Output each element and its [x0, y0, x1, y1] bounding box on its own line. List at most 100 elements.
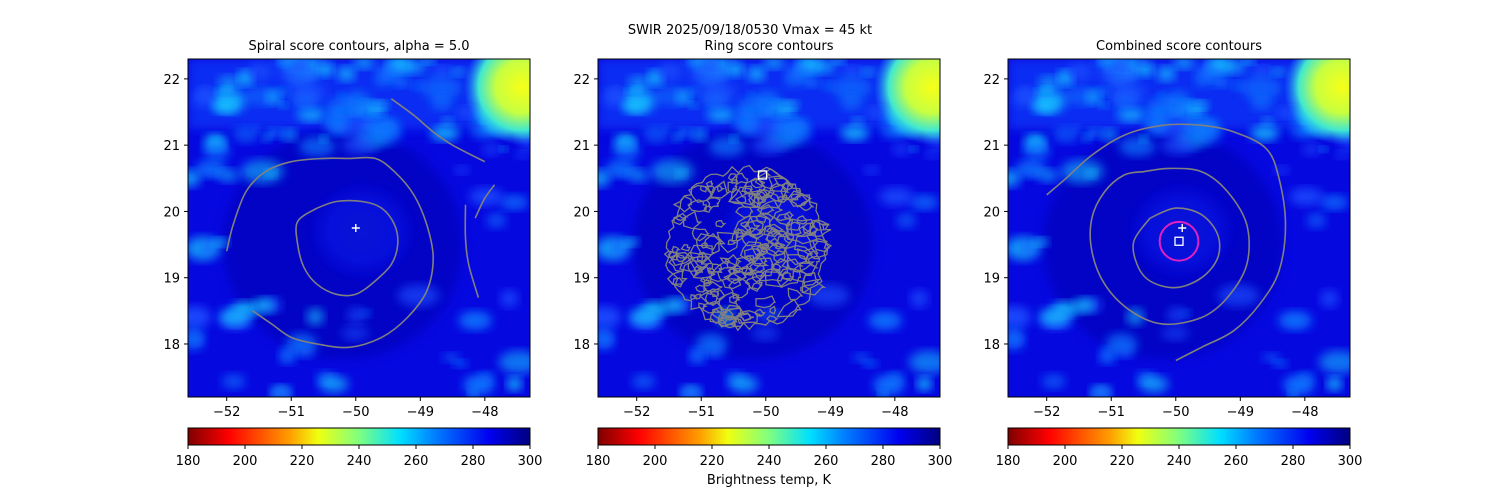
bt-field-eye	[307, 181, 418, 282]
panel-1-title: Spiral score contours, alpha = 5.0	[248, 39, 470, 54]
ring-contour-blob	[751, 271, 767, 283]
contour-line-1	[225, 156, 435, 349]
bt-speckle	[1093, 388, 1110, 397]
colorbar-gradient	[597, 427, 941, 446]
x-tick-label: −50	[752, 405, 779, 420]
bt-speckle	[701, 59, 718, 70]
ring-contour-blob	[764, 271, 792, 288]
ring-contour-blob	[694, 284, 708, 293]
bt-speckle	[318, 375, 349, 393]
bt-speckle	[203, 140, 230, 161]
bt-speckle	[452, 359, 468, 368]
panel-3: −52 −51 −50 −49 −48 18 19 20 21 22	[983, 58, 1351, 420]
bt-speckle	[451, 67, 466, 77]
colorbar-3: 180 200 220 240 260 280 300	[996, 427, 1362, 469]
bt-speckle	[277, 59, 293, 67]
ring-contour-blob	[699, 288, 726, 307]
ring-contour-blob	[759, 204, 775, 215]
bt-field-warm-corner	[464, 59, 530, 145]
ring-contour-blob	[809, 238, 829, 259]
bt-speckle	[214, 88, 223, 97]
ring-contour-blob	[808, 256, 821, 268]
y-tick-label: 20	[573, 205, 590, 220]
bt-speckle	[1161, 136, 1196, 155]
ring-contour-blob	[727, 173, 738, 181]
bt-speckle	[1250, 94, 1273, 111]
ring-contour-blob	[716, 231, 739, 254]
bt-speckle	[1157, 91, 1165, 99]
bt-speckle	[1139, 135, 1148, 143]
bt-speckle	[751, 326, 780, 341]
bt-speckle	[747, 66, 766, 82]
bt-speckle	[500, 290, 519, 308]
ring-contour-blob	[727, 239, 738, 246]
y-tick-label: 21	[573, 139, 590, 154]
bt-speckle	[1166, 307, 1187, 323]
bt-speckle	[840, 94, 863, 111]
bt-speckle	[1262, 352, 1281, 363]
y-tick-label: 18	[983, 338, 1000, 353]
bt-speckle	[1193, 120, 1222, 144]
bt-speckle	[688, 62, 728, 86]
colorbar-tick-label: 260	[814, 454, 839, 469]
bt-speckle	[1034, 88, 1043, 97]
bt-speckle	[1319, 194, 1349, 210]
ring-contour-blob	[785, 221, 802, 236]
ring-contour-blob	[754, 188, 772, 204]
bt-speckle	[1217, 284, 1260, 307]
bt-speckle	[337, 66, 356, 82]
bt-speckle	[1271, 67, 1286, 77]
bt-speckle	[279, 101, 289, 109]
colorbar-tick-label: 220	[700, 454, 725, 469]
ring-contour-blob	[808, 219, 830, 236]
bt-speckle	[392, 77, 410, 88]
ring-contour-blob	[755, 189, 770, 200]
bt-speckle	[361, 309, 372, 318]
bt-speckle	[736, 97, 775, 120]
bt-speckle	[266, 127, 282, 139]
ring-contour-blob	[790, 218, 816, 237]
ring-contour-blob	[724, 253, 743, 269]
ring-contour-blob	[700, 276, 713, 285]
center-square-marker	[1174, 236, 1184, 246]
bt-speckle	[1039, 307, 1072, 327]
bt-speckle	[728, 375, 759, 393]
ring-contour-blob	[698, 302, 708, 310]
bt-speckle	[627, 168, 649, 183]
bt-speckle	[802, 77, 820, 88]
bt-speckle	[1037, 75, 1060, 91]
ring-contour-blob	[723, 270, 747, 285]
colorbar-tick-label: 280	[461, 454, 486, 469]
bt-field-warm-corner	[1284, 59, 1350, 145]
bt-speckle	[298, 136, 336, 157]
ring-contour-blob	[801, 279, 827, 296]
bt-speckle	[852, 352, 871, 363]
y-tick-label: 18	[573, 338, 590, 353]
bt-speckle	[708, 136, 746, 157]
bt-speckle	[317, 59, 326, 67]
bt-speckle	[689, 101, 699, 109]
bt-speckle	[1319, 146, 1328, 153]
colorbar-tick-label: 280	[1281, 454, 1306, 469]
colorbar-gradient	[187, 427, 531, 446]
bt-speckle	[1097, 86, 1110, 97]
bt-speckle	[1086, 127, 1102, 139]
bt-speckle	[1232, 81, 1244, 91]
colorbar-tick-label: 220	[1110, 454, 1135, 469]
ring-contour-blob	[749, 257, 775, 277]
colorbar-tick-label: 260	[1224, 454, 1249, 469]
bt-speckle	[916, 377, 932, 391]
bt-speckle	[1173, 59, 1195, 69]
panel-3-satellite-image	[1008, 59, 1350, 397]
ring-contour-blob	[673, 215, 687, 226]
bt-speckle	[1161, 326, 1190, 341]
bt-speckle	[1097, 59, 1113, 67]
ring-contour-blob	[745, 257, 770, 273]
ring-contour-blob	[705, 197, 721, 209]
bt-speckle	[273, 388, 290, 397]
bt-speckle	[326, 97, 365, 120]
bt-speckle	[430, 125, 459, 141]
x-tick-label: −48	[471, 405, 498, 420]
colorbar-tick-label: 220	[290, 454, 315, 469]
